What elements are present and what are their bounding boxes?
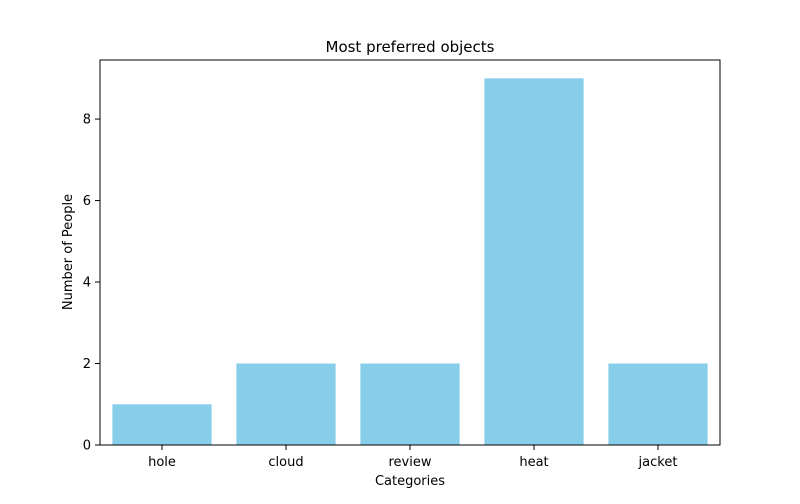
- x-axis-ticks: hole cloud review heat jacket: [148, 445, 677, 470]
- y-tick-label: 4: [83, 276, 91, 291]
- x-axis-label: Categories: [375, 474, 445, 489]
- bar-cloud: [236, 363, 336, 445]
- bar-hole: [112, 404, 212, 445]
- bar-review: [360, 363, 460, 445]
- y-tick-label: 2: [83, 357, 91, 372]
- x-tick-label: review: [389, 455, 432, 470]
- chart-title: Most preferred objects: [326, 38, 495, 56]
- y-axis-label: Number of People: [61, 194, 76, 310]
- bars-group: [112, 78, 708, 445]
- plot-area-frame: [99, 59, 721, 446]
- y-tick-label: 0: [83, 439, 91, 454]
- x-tick-label: jacket: [638, 455, 678, 470]
- x-tick-label: cloud: [268, 455, 303, 470]
- y-axis-ticks: 0 2 4 6 8: [83, 113, 100, 454]
- x-tick-label: hole: [148, 455, 176, 470]
- y-tick-label: 8: [83, 113, 91, 128]
- bar-jacket: [608, 363, 708, 445]
- y-tick-label: 6: [83, 194, 91, 209]
- x-tick-label: heat: [519, 455, 548, 470]
- bar-heat: [484, 78, 584, 445]
